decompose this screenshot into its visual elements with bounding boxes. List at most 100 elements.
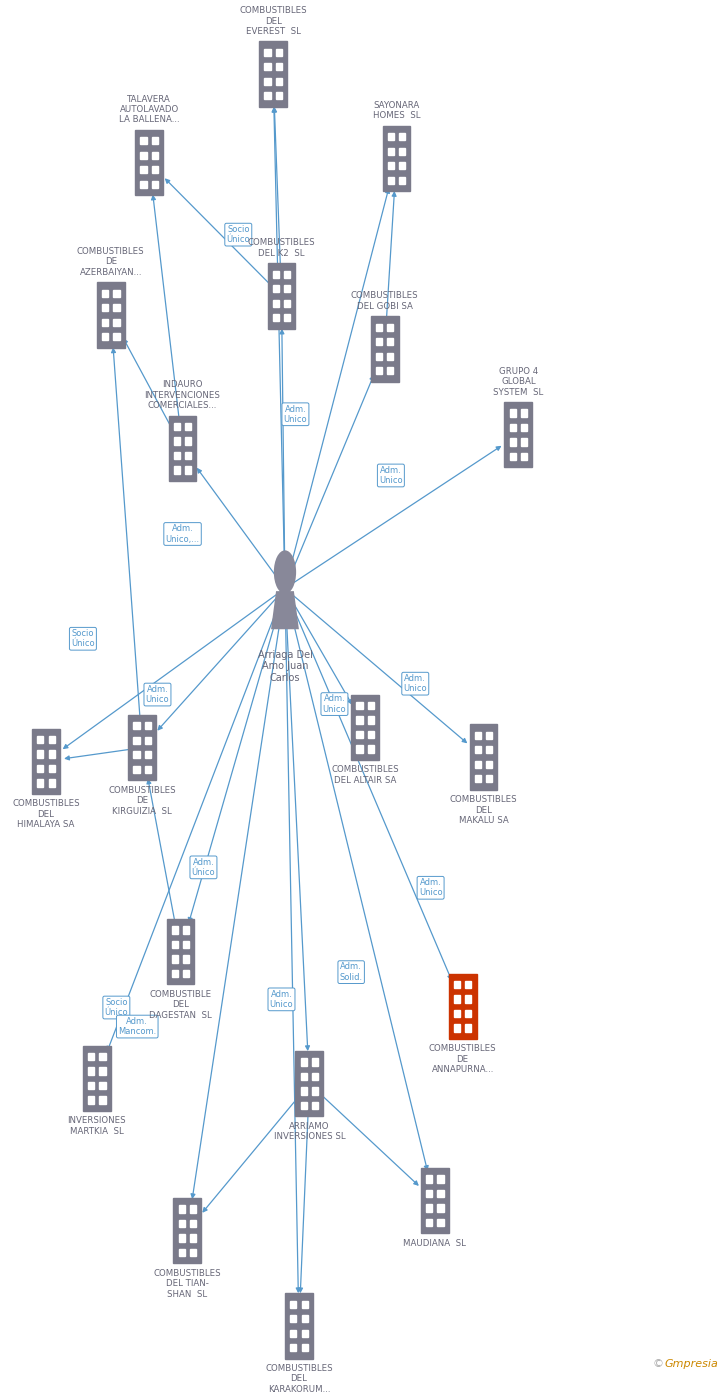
FancyBboxPatch shape — [510, 424, 516, 431]
FancyBboxPatch shape — [174, 423, 180, 430]
FancyBboxPatch shape — [100, 1082, 106, 1089]
FancyBboxPatch shape — [49, 764, 55, 771]
FancyBboxPatch shape — [368, 745, 374, 753]
FancyBboxPatch shape — [141, 167, 146, 174]
FancyBboxPatch shape — [174, 466, 180, 473]
FancyBboxPatch shape — [264, 92, 271, 99]
FancyBboxPatch shape — [259, 42, 287, 106]
Text: Adm.
Unico: Adm. Unico — [419, 878, 443, 897]
FancyBboxPatch shape — [151, 167, 158, 174]
Text: COMBUSTIBLES
DE
AZERBAIYAN...: COMBUSTIBLES DE AZERBAIYAN... — [77, 246, 145, 277]
FancyBboxPatch shape — [454, 1009, 460, 1016]
FancyBboxPatch shape — [454, 1025, 460, 1032]
FancyBboxPatch shape — [37, 764, 44, 771]
FancyBboxPatch shape — [172, 955, 178, 963]
FancyBboxPatch shape — [172, 970, 178, 977]
FancyBboxPatch shape — [521, 424, 527, 431]
FancyBboxPatch shape — [426, 1176, 432, 1183]
Text: INDAURO
INTERVENCIONES
COMERCIALES...: INDAURO INTERVENCIONES COMERCIALES... — [145, 381, 221, 410]
Text: COMBUSTIBLE
DEL
DAGESTAN  SL: COMBUSTIBLE DEL DAGESTAN SL — [149, 990, 212, 1019]
Text: Socio
Único: Socio Único — [105, 998, 128, 1018]
FancyBboxPatch shape — [470, 724, 497, 790]
FancyBboxPatch shape — [301, 1330, 308, 1337]
FancyBboxPatch shape — [376, 337, 382, 346]
FancyBboxPatch shape — [102, 319, 108, 326]
FancyBboxPatch shape — [438, 1204, 443, 1211]
FancyBboxPatch shape — [276, 49, 282, 56]
FancyBboxPatch shape — [387, 337, 393, 346]
Text: INVERSIONES
MARTKIA  SL: INVERSIONES MARTKIA SL — [68, 1116, 126, 1135]
FancyBboxPatch shape — [465, 1009, 472, 1016]
FancyBboxPatch shape — [475, 732, 481, 739]
FancyBboxPatch shape — [521, 452, 527, 461]
FancyBboxPatch shape — [438, 1219, 443, 1226]
FancyBboxPatch shape — [37, 750, 44, 757]
FancyBboxPatch shape — [301, 1102, 306, 1109]
FancyBboxPatch shape — [151, 181, 158, 188]
FancyBboxPatch shape — [190, 1219, 196, 1226]
FancyBboxPatch shape — [388, 176, 394, 183]
Polygon shape — [271, 591, 299, 629]
FancyBboxPatch shape — [114, 319, 119, 326]
Text: Adm.
Unico: Adm. Unico — [269, 990, 293, 1009]
FancyBboxPatch shape — [174, 452, 180, 459]
FancyBboxPatch shape — [100, 1053, 106, 1060]
FancyBboxPatch shape — [505, 402, 532, 468]
FancyBboxPatch shape — [510, 452, 516, 461]
FancyBboxPatch shape — [273, 300, 279, 307]
Text: ©: © — [652, 1359, 663, 1369]
FancyBboxPatch shape — [88, 1096, 94, 1103]
FancyBboxPatch shape — [128, 715, 156, 780]
Text: Adm.
Solid.: Adm. Solid. — [339, 962, 363, 981]
Text: Adm.
Unico: Adm. Unico — [284, 405, 307, 424]
FancyBboxPatch shape — [465, 995, 472, 1002]
FancyBboxPatch shape — [351, 694, 379, 760]
FancyBboxPatch shape — [172, 941, 178, 948]
FancyBboxPatch shape — [185, 452, 191, 459]
FancyBboxPatch shape — [145, 766, 151, 773]
Text: COMBUSTIBLES
DEL ALTAIR SA: COMBUSTIBLES DEL ALTAIR SA — [331, 766, 399, 785]
FancyBboxPatch shape — [173, 1198, 202, 1263]
FancyBboxPatch shape — [133, 766, 140, 773]
FancyBboxPatch shape — [114, 304, 119, 311]
FancyBboxPatch shape — [37, 780, 44, 787]
Text: Adm.
Unico: Adm. Unico — [379, 466, 403, 486]
FancyBboxPatch shape — [141, 151, 146, 158]
FancyBboxPatch shape — [273, 314, 279, 321]
FancyBboxPatch shape — [521, 409, 527, 417]
FancyBboxPatch shape — [167, 918, 194, 984]
FancyBboxPatch shape — [368, 717, 374, 724]
FancyBboxPatch shape — [301, 1072, 306, 1079]
FancyBboxPatch shape — [387, 323, 393, 330]
FancyBboxPatch shape — [174, 437, 180, 445]
Text: COMBUSTIBLES
DE
ANNAPURNA...: COMBUSTIBLES DE ANNAPURNA... — [429, 1044, 496, 1074]
FancyBboxPatch shape — [475, 746, 481, 753]
FancyBboxPatch shape — [100, 1067, 106, 1075]
FancyBboxPatch shape — [49, 780, 55, 787]
FancyBboxPatch shape — [141, 181, 146, 188]
FancyBboxPatch shape — [421, 1168, 448, 1233]
FancyBboxPatch shape — [438, 1190, 443, 1197]
FancyBboxPatch shape — [312, 1072, 318, 1079]
FancyBboxPatch shape — [151, 137, 158, 144]
FancyBboxPatch shape — [357, 701, 363, 708]
FancyBboxPatch shape — [475, 776, 481, 783]
Text: MAUDIANA  SL: MAUDIANA SL — [403, 1239, 466, 1247]
FancyBboxPatch shape — [301, 1301, 308, 1308]
FancyBboxPatch shape — [183, 970, 189, 977]
FancyBboxPatch shape — [100, 1096, 106, 1103]
FancyBboxPatch shape — [376, 367, 382, 374]
FancyBboxPatch shape — [49, 736, 55, 743]
Text: Adm.
Único: Adm. Único — [191, 858, 215, 876]
FancyBboxPatch shape — [290, 1315, 296, 1322]
FancyBboxPatch shape — [510, 409, 516, 417]
FancyBboxPatch shape — [102, 304, 108, 311]
FancyBboxPatch shape — [376, 323, 382, 330]
FancyBboxPatch shape — [357, 745, 363, 753]
FancyBboxPatch shape — [475, 760, 481, 769]
FancyBboxPatch shape — [284, 270, 290, 277]
FancyBboxPatch shape — [114, 290, 119, 297]
FancyBboxPatch shape — [102, 290, 108, 297]
FancyBboxPatch shape — [264, 49, 271, 56]
FancyBboxPatch shape — [388, 147, 394, 155]
